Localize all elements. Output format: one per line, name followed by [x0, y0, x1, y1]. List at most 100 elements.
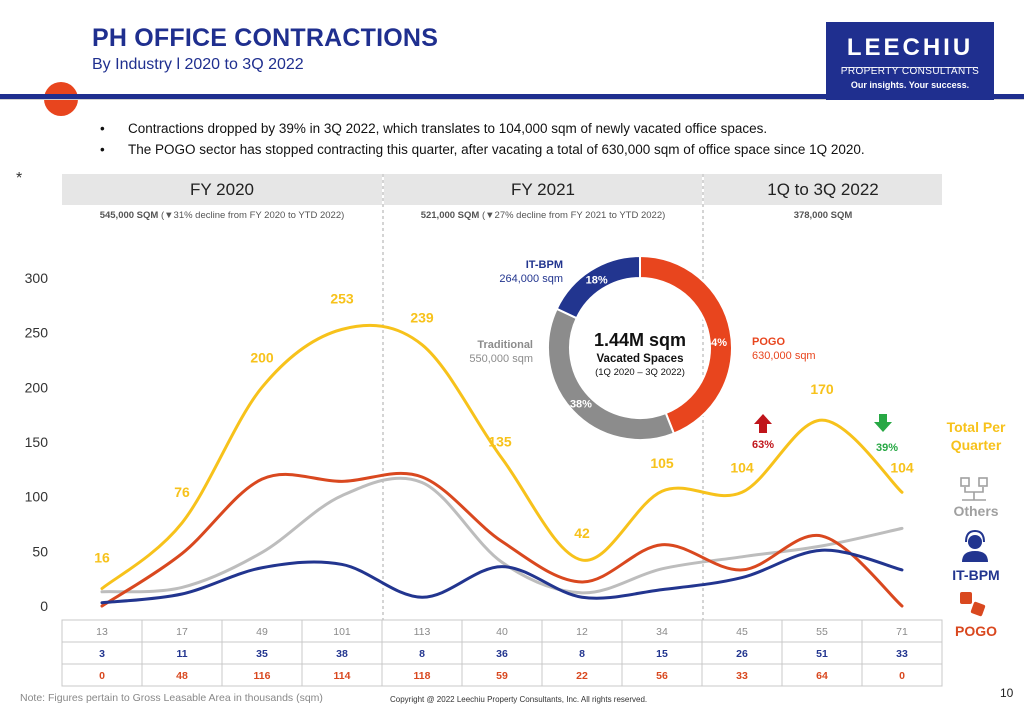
chart-legend: Total Per Quarter Others IT-BPM POGO — [947, 419, 1006, 639]
table-cell: 12 — [576, 626, 588, 638]
y-tick-label: 250 — [25, 325, 49, 341]
donut-label-pogo: POGO — [752, 336, 785, 348]
table-cell: 49 — [256, 626, 268, 638]
headset-icon — [962, 529, 988, 562]
table-cell: 101 — [333, 626, 351, 638]
y-tick-label: 200 — [25, 379, 49, 395]
table-row — [61, 663, 943, 687]
y-axis: 300 250 200 150 100 50 0 — [25, 270, 49, 614]
legend-total-line1: Total Per — [947, 419, 1006, 435]
table-cell: 55 — [816, 626, 828, 638]
headset-icon-body — [962, 551, 988, 562]
donut-pct-label: 38% — [570, 398, 592, 410]
page-subtitle: By Industry l 2020 to 3Q 2022 — [92, 56, 304, 73]
table-cell: 118 — [414, 670, 431, 682]
table-cell: 34 — [656, 626, 668, 638]
table-cell: 11 — [176, 648, 187, 660]
table-cell: 116 — [254, 670, 271, 682]
table-cell: 48 — [176, 670, 188, 682]
donut-center-value: 1.44M sqm — [594, 330, 686, 350]
dice-icon-part — [970, 601, 986, 617]
itbpm-line — [100, 548, 904, 605]
legend-total-line2: Quarter — [951, 437, 1002, 453]
bullet-text: The POGO sector has stopped contracting … — [128, 142, 865, 157]
period-header-fy2020: FY 2020 — [62, 174, 382, 205]
page-number: 10 — [1000, 686, 1014, 700]
donut-center-label: Vacated Spaces — [597, 353, 684, 365]
table-cell: 8 — [579, 648, 585, 660]
table-cell: 8 — [419, 648, 425, 660]
table-cell: 114 — [334, 670, 351, 682]
donut-sub-traditional: 550,000 sqm — [469, 353, 533, 365]
total-data-label: 253 — [330, 290, 354, 306]
table-cell: 38 — [336, 648, 348, 660]
table-cell: 113 — [414, 626, 431, 638]
logo-name: LEECHIU — [846, 34, 974, 61]
period-total-note: (▼27% decline from FY 2021 to YTD 2022) — [479, 210, 666, 221]
change-arrows: 63% 39% — [752, 414, 898, 454]
total-data-label: 76 — [174, 484, 190, 500]
table-cell: 40 — [496, 626, 508, 638]
total-data-label: 104 — [730, 459, 754, 475]
y-tick-label: 100 — [25, 489, 49, 505]
total-data-labels: 16 76 200 253 239 135 42 105 104 170 104 — [94, 290, 914, 565]
bullet-item: • Contractions dropped by 39% in 3Q 2022,… — [100, 121, 768, 136]
table-cell: 17 — [176, 626, 188, 638]
donut-sub-pogo: 630,000 sqm — [752, 350, 816, 362]
headset-icon-band — [965, 529, 985, 543]
y-tick-label: 50 — [32, 543, 48, 559]
donut-center-range: (1Q 2020 – 3Q 2022) — [595, 367, 685, 378]
up-arrow-label: 63% — [752, 439, 774, 451]
table-cell: 33 — [736, 670, 748, 682]
period-total-value: 521,000 SQM — [420, 210, 480, 221]
others-icon-part — [962, 487, 986, 501]
page-title: PH OFFICE CONTRACTIONS — [92, 24, 439, 52]
donut-label-itbpm: IT-BPM — [526, 259, 563, 271]
donut-sub-itbpm: 264,000 sqm — [499, 273, 563, 285]
donut-pct-label: 18% — [586, 275, 608, 287]
period-header-fy2021: FY 2021 — [384, 174, 702, 205]
table-cell: 59 — [496, 670, 508, 682]
others-icon-part — [960, 477, 970, 487]
header-rule — [0, 94, 1024, 99]
brand-logo: LEECHIU PROPERTY CONSULTANTS Our insight… — [826, 22, 994, 100]
table-cell: 71 — [896, 626, 908, 638]
vacated-donut-chart: 44% 38% 18% 1.44M sqm Vacated Spaces (1Q 2020… — [469, 254, 816, 441]
table-cell: 35 — [256, 648, 268, 660]
table-cell: 36 — [496, 648, 508, 660]
period-header-2022: 1Q to 3Q 2022 — [704, 174, 942, 205]
logo-tagline: PROPERTY CONSULTANTS — [840, 66, 980, 77]
period-total-note: (▼31% decline from FY 2020 to YTD 2022) — [158, 210, 345, 221]
footnote: Note: Figures pertain to Gross Leasable … — [20, 692, 323, 704]
period-total-fy2020: 545,000 SQM (▼31% decline from FY 2020 t… — [62, 210, 382, 221]
total-data-label: 200 — [250, 349, 274, 365]
table-cell: 0 — [899, 670, 905, 682]
bullet-text: Contractions dropped by 39% in 3Q 2022, … — [128, 121, 768, 136]
logo-slogan: Our insights. Your success. — [850, 80, 970, 90]
y-tick-label: 150 — [25, 434, 49, 450]
legend-pogo: POGO — [955, 623, 997, 639]
table-cell: 64 — [816, 670, 828, 682]
total-data-label: 104 — [890, 459, 914, 475]
y-tick-label: 0 — [40, 598, 48, 614]
down-arrow-icon — [874, 414, 892, 432]
bullet-item: • The POGO sector has stopped contracting… — [100, 142, 865, 157]
others-icon — [960, 477, 988, 501]
logo-divider — [842, 67, 978, 68]
table-cell: 26 — [736, 648, 748, 660]
period-total-value: 545,000 SQM — [99, 210, 159, 221]
total-line — [100, 323, 904, 591]
header-rule-shadow — [0, 99, 1024, 100]
table-cell: 3 — [99, 648, 105, 660]
others-line — [100, 476, 904, 595]
total-data-label: 16 — [94, 550, 110, 566]
table-cell: 0 — [99, 670, 105, 682]
dice-icon — [960, 592, 986, 617]
legend-itbpm: IT-BPM — [952, 567, 999, 583]
series-lines — [100, 323, 904, 608]
total-data-label: 170 — [810, 381, 834, 397]
table-cell: 51 — [816, 648, 828, 660]
period-total-fy2021: 521,000 SQM (▼27% decline from FY 2021 t… — [384, 210, 702, 221]
table-cell: 22 — [576, 670, 588, 682]
